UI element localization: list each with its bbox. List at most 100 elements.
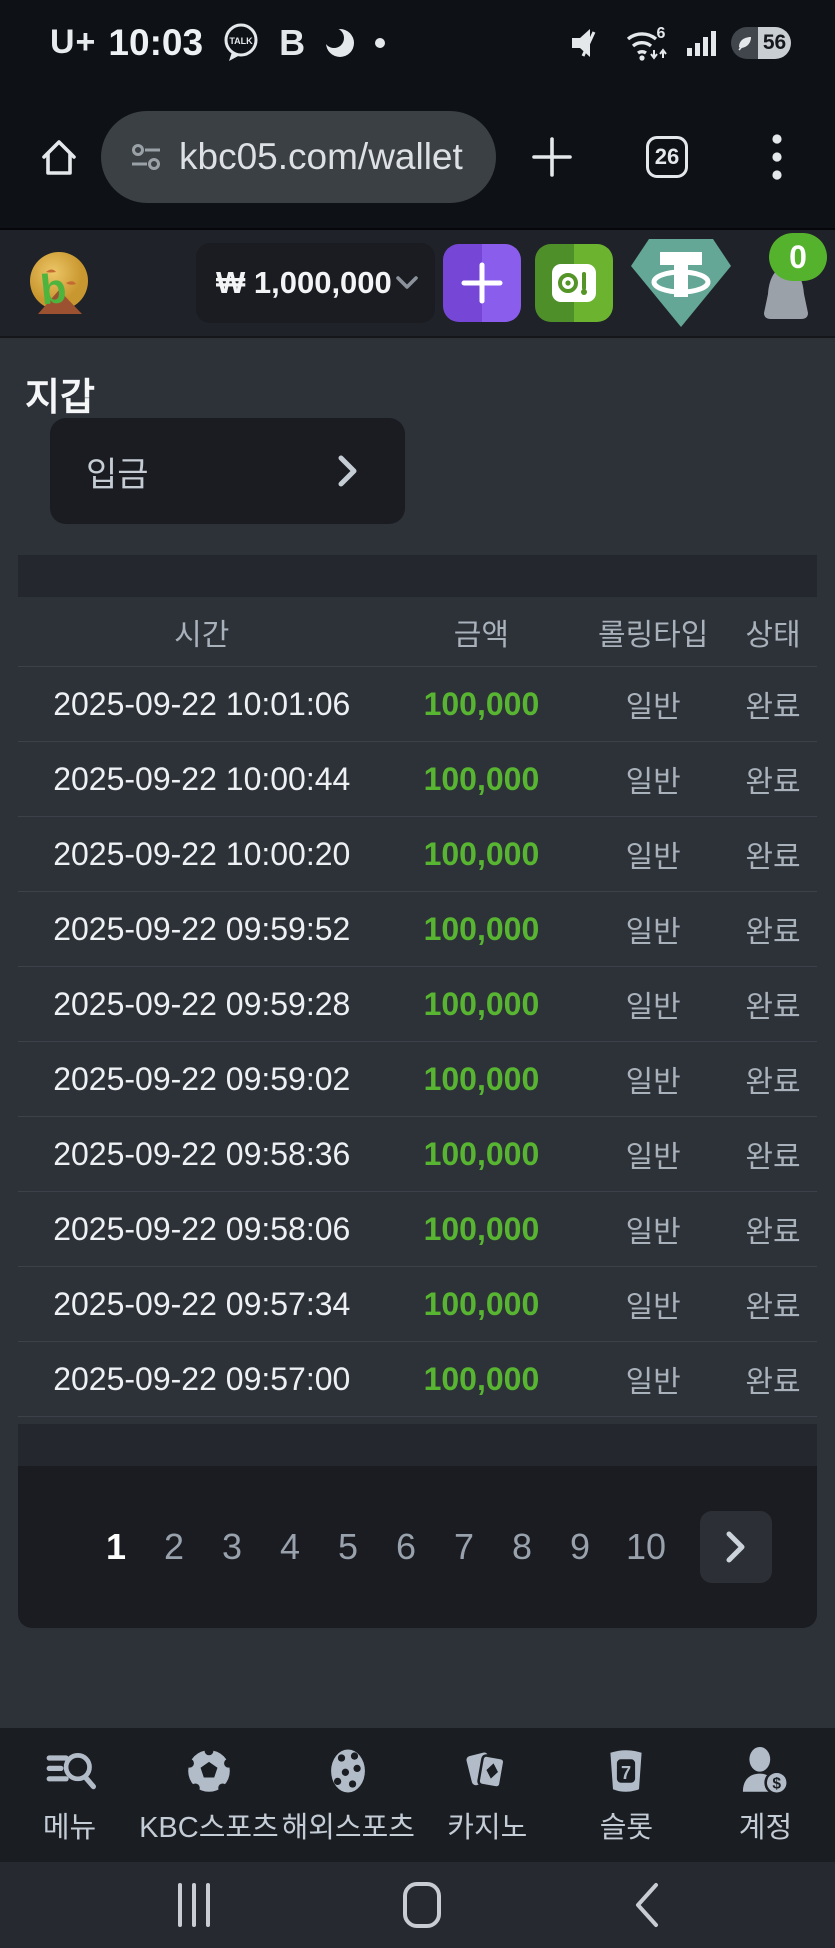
page-button[interactable]: 1 (105, 1526, 127, 1567)
browser-home-button[interactable] (35, 134, 83, 180)
page-button[interactable]: 10 (626, 1526, 667, 1567)
deposit-button[interactable]: 입금 (50, 418, 405, 524)
next-page-button[interactable] (700, 1511, 772, 1583)
cell-amount: 100,000 (423, 1210, 540, 1247)
cell-amount: 100,000 (423, 685, 540, 722)
cell-type: 일반 (625, 841, 681, 874)
swoosh-icon (321, 24, 359, 62)
cell-amount: 100,000 (423, 1060, 540, 1097)
nav-label: 슬롯 (599, 1812, 654, 1844)
page-button[interactable]: 5 (337, 1526, 359, 1567)
chevron-down-icon (396, 276, 418, 289)
page-button[interactable]: 3 (221, 1526, 243, 1567)
nav-item-menu[interactable]: 메뉴 (0, 1742, 139, 1862)
balance-dropdown[interactable]: ₩ 1,000,000 (196, 243, 435, 323)
cell-status: 완료 (745, 1216, 801, 1249)
nav-item-kbc-sports[interactable]: KBC스포츠 (139, 1742, 279, 1862)
cell-status: 완료 (745, 841, 801, 874)
site-logo[interactable]: b (26, 250, 92, 316)
slot-machine-icon: 7 (600, 1742, 652, 1800)
notification-badge: 0 (769, 233, 827, 281)
chevron-right-icon (726, 1531, 745, 1563)
cell-type: 일반 (625, 1366, 681, 1399)
table-row: 2025-09-22 10:00:44 100,000 일반 완료 (18, 742, 817, 817)
cell-time: 2025-09-22 10:00:44 (53, 760, 351, 797)
notifications-button[interactable]: 0 (759, 233, 827, 329)
cell-type: 일반 (625, 1066, 681, 1099)
svg-text:TALK: TALK (229, 36, 253, 46)
cell-amount: 100,000 (423, 1135, 540, 1172)
svg-text:7: 7 (621, 1763, 631, 1783)
cell-status: 완료 (745, 991, 801, 1024)
cell-amount: 100,000 (423, 835, 540, 872)
transaction-table: 시간 금액 롤링타입 상태 2025-09-22 10:01:06 100,000… (18, 597, 817, 1417)
table-row: 2025-09-22 09:57:34 100,000 일반 완료 (18, 1267, 817, 1342)
menu-search-icon (44, 1742, 96, 1800)
home-icon[interactable] (402, 1881, 442, 1929)
cell-type: 일반 (625, 916, 681, 949)
balance-amount: ₩ 1,000,000 (216, 265, 392, 300)
back-icon[interactable] (632, 1881, 660, 1929)
cell-time: 2025-09-22 10:00:20 (53, 835, 351, 872)
deposit-button-label: 입금 (86, 455, 149, 494)
chevron-right-icon (338, 455, 357, 487)
cell-time: 2025-09-22 09:57:34 (53, 1285, 351, 1322)
header-status: 상태 (745, 618, 801, 652)
nav-item-account[interactable]: $ 계정 (696, 1742, 835, 1862)
b-app-icon: B (279, 21, 306, 63)
table-row: 2025-09-22 09:58:36 100,000 일반 완료 (18, 1117, 817, 1192)
header-rolling-type: 롤링타입 (597, 618, 709, 652)
deposit-quick-button[interactable] (443, 244, 521, 322)
tab-switcher-button[interactable]: 26 (646, 135, 688, 178)
page-button[interactable]: 8 (511, 1526, 533, 1567)
cell-amount: 100,000 (423, 1285, 540, 1322)
header-time: 시간 (174, 618, 230, 652)
page-button[interactable]: 4 (279, 1526, 301, 1567)
cell-status: 완료 (745, 766, 801, 799)
wallet-page: 지갑 입금 시간 금액 롤링타입 상태 2025-09-22 10:01:06 1… (0, 338, 835, 1728)
kakaotalk-icon: TALK (219, 21, 263, 65)
nav-item-casino[interactable]: 카지노 (418, 1742, 557, 1862)
table-row: 2025-09-22 09:59:28 100,000 일반 완료 (18, 967, 817, 1042)
cell-status: 완료 (745, 1366, 801, 1399)
address-bar[interactable]: kbc05.com/wallet (101, 110, 496, 203)
cell-type: 일반 (625, 991, 681, 1024)
status-bar: U+ 10:03 TALK B 6 56 (0, 0, 835, 85)
cell-status: 완료 (745, 916, 801, 949)
page-title: 지갑 (25, 377, 95, 419)
new-tab-button[interactable] (528, 133, 576, 181)
account-icon: $ (739, 1742, 791, 1800)
cell-type: 일반 (625, 691, 681, 724)
nav-label: 해외스포츠 (281, 1812, 415, 1844)
table-row: 2025-09-22 10:00:20 100,000 일반 완료 (18, 817, 817, 892)
cell-time: 2025-09-22 09:58:36 (53, 1135, 351, 1172)
table-bottom-strip (18, 1424, 817, 1466)
casino-cards-icon (461, 1742, 513, 1800)
recents-icon[interactable] (176, 1881, 212, 1929)
cell-type: 일반 (625, 1291, 681, 1324)
cell-time: 2025-09-22 09:58:06 (53, 1210, 351, 1247)
nav-label: 계정 (738, 1812, 793, 1844)
cell-amount: 100,000 (423, 910, 540, 947)
cell-time: 2025-09-22 09:59:52 (53, 910, 351, 947)
nav-label: KBC스포츠 (139, 1812, 279, 1844)
page-button[interactable]: 6 (395, 1526, 417, 1567)
cell-time: 2025-09-22 09:57:00 (53, 1360, 351, 1397)
cell-time: 2025-09-22 09:59:28 (53, 985, 351, 1022)
page-button[interactable]: 2 (163, 1526, 185, 1567)
cell-status: 완료 (745, 1291, 801, 1324)
tether-button[interactable] (631, 239, 731, 327)
cell-time: 2025-09-22 09:59:02 (53, 1060, 351, 1097)
browser-menu-button[interactable] (770, 131, 784, 183)
nav-item-overseas-sports[interactable]: 해외스포츠 (279, 1742, 418, 1862)
vault-button[interactable] (535, 244, 613, 322)
nav-label: 메뉴 (42, 1812, 97, 1844)
wallet-table-body: 2025-09-22 10:01:06 100,000 일반 완료 2025-09-22… (18, 667, 817, 1417)
page-button[interactable]: 7 (453, 1526, 475, 1567)
nav-item-slots[interactable]: 7 슬롯 (557, 1742, 696, 1862)
cell-type: 일반 (625, 766, 681, 799)
page-button[interactable]: 9 (569, 1526, 591, 1567)
cell-amount: 100,000 (423, 1360, 540, 1397)
pagination: 1 2 3 4 5 6 7 8 9 10 (18, 1466, 817, 1628)
site-settings-icon[interactable] (129, 140, 163, 174)
